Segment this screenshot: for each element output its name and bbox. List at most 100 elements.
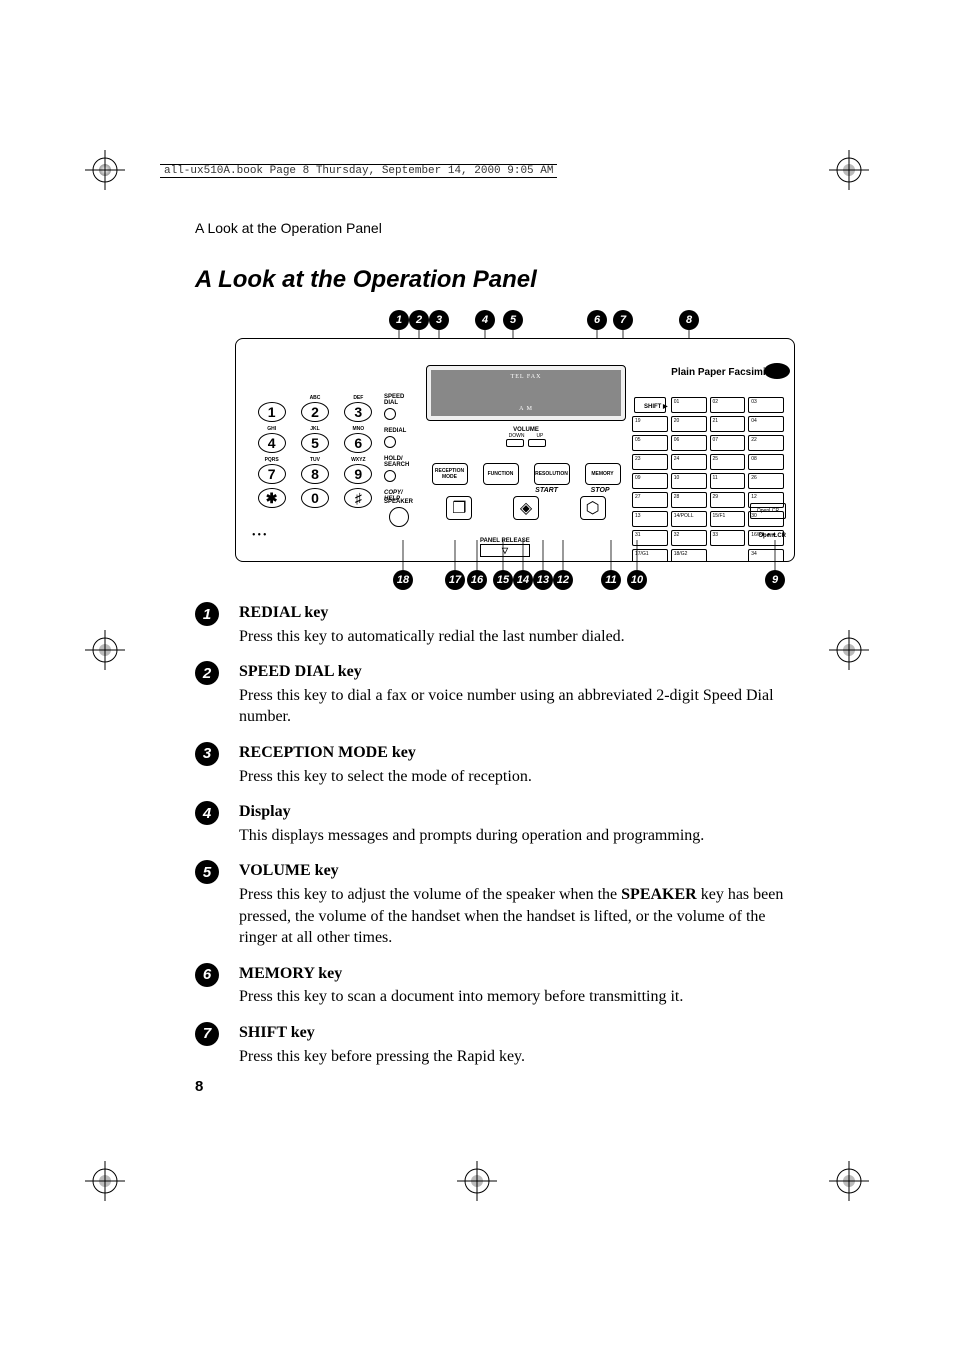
reception-mode-button[interactable]: RECEPTION MODE bbox=[432, 463, 468, 485]
keypad-letters-label: DEF bbox=[344, 395, 372, 401]
rapid-key-05[interactable]: 05 bbox=[632, 435, 668, 451]
description-text: SPEED DIAL keyPress this key to dial a f… bbox=[239, 661, 795, 728]
description-body: Press this key to dial a fax or voice nu… bbox=[239, 687, 774, 726]
description-item-1: 1REDIAL keyPress this key to automatical… bbox=[195, 602, 795, 647]
copy-button[interactable]: ❐ bbox=[446, 496, 472, 520]
stop-button[interactable]: ⬡ bbox=[580, 496, 606, 520]
callout-5: 5 bbox=[503, 310, 523, 330]
rapid-key-33[interactable]: 33 bbox=[710, 530, 746, 546]
speaker-button[interactable] bbox=[389, 507, 409, 527]
rapid-key-22[interactable]: 22 bbox=[748, 435, 784, 451]
keypad-key-6[interactable]: 6 bbox=[344, 433, 372, 453]
keypad-letters-label: JKL bbox=[301, 426, 329, 432]
rapid-key-15/F1[interactable]: 15/F1 bbox=[710, 511, 746, 527]
registration-mark bbox=[85, 150, 125, 190]
page-content: A Look at the Operation Panel A Look at … bbox=[195, 220, 795, 1081]
rapid-key-13[interactable]: 13 bbox=[632, 511, 668, 527]
registration-mark bbox=[85, 630, 125, 670]
rapid-key-24[interactable]: 24 bbox=[671, 454, 707, 470]
rapid-key-25[interactable]: 25 bbox=[710, 454, 746, 470]
keypad-key-9[interactable]: 9 bbox=[344, 464, 372, 484]
keypad-key-1[interactable]: 1 bbox=[258, 402, 286, 422]
function-button[interactable]: FUNCTION bbox=[483, 463, 519, 485]
openlcr-button[interactable]: OpenLCR bbox=[750, 503, 786, 519]
start-button[interactable]: ◈ bbox=[513, 496, 539, 520]
callout-17: 17 bbox=[445, 570, 465, 590]
start-label: START bbox=[535, 487, 558, 494]
keypad-key-5[interactable]: 5 bbox=[301, 433, 329, 453]
rapid-key-09[interactable]: 09 bbox=[632, 473, 668, 489]
rapid-key-10[interactable]: 10 bbox=[671, 473, 707, 489]
volume-up-button[interactable] bbox=[528, 439, 546, 447]
keypad-key-7[interactable]: 7 bbox=[258, 464, 286, 484]
keypad-letters-label: MNO bbox=[344, 426, 372, 432]
description-body: Press this key before pressing the Rapid… bbox=[239, 1048, 525, 1065]
rapid-key-02[interactable]: 02 bbox=[710, 397, 746, 413]
book-info-line: all-ux510A.book Page 8 Thursday, Septemb… bbox=[160, 164, 557, 178]
rapid-key-26[interactable]: 26 bbox=[748, 473, 784, 489]
rapid-key-17/G1[interactable]: 17/G1 bbox=[632, 549, 668, 562]
description-text: DisplayThis displays messages and prompt… bbox=[239, 801, 795, 846]
rapid-key-07[interactable]: 07 bbox=[710, 435, 746, 451]
rapid-key-14/POLL[interactable]: 14/POLL bbox=[671, 511, 707, 527]
keypad-key-✱[interactable]: ✱ bbox=[258, 488, 286, 508]
keypad-key-3[interactable]: 3 bbox=[344, 402, 372, 422]
rapid-key-28[interactable]: 28 bbox=[671, 492, 707, 508]
rapid-key-08[interactable]: 08 bbox=[748, 454, 784, 470]
panel-release-button[interactable]: ▽ bbox=[480, 544, 530, 557]
speed-dial-button[interactable] bbox=[384, 408, 396, 420]
rapid-key-04[interactable]: 04 bbox=[748, 416, 784, 432]
keypad-key-4[interactable]: 4 bbox=[258, 433, 286, 453]
callout-2: 2 bbox=[409, 310, 429, 330]
callout-9: 9 bbox=[765, 570, 785, 590]
description-number: 7 bbox=[195, 1022, 219, 1046]
rapid-key-03[interactable]: 03 bbox=[748, 397, 784, 413]
operation-panel-diagram: 12345678 TEL FAX A M Plain Paper Facsimi… bbox=[235, 310, 795, 590]
decorative-dots: ••• bbox=[252, 530, 269, 541]
panel-brand-text: Plain Paper Facsimile bbox=[671, 367, 774, 378]
description-item-4: 4 DisplayThis displays messages and prom… bbox=[195, 801, 795, 846]
rapid-key-32[interactable]: 32 bbox=[671, 530, 707, 546]
resolution-button[interactable]: RESOLUTION bbox=[534, 463, 570, 485]
hold-search-button[interactable] bbox=[384, 470, 396, 482]
keypad-letters-label: PQRS bbox=[258, 457, 286, 463]
rapid-key-27[interactable]: 27 bbox=[632, 492, 668, 508]
rapid-key-11[interactable]: 11 bbox=[710, 473, 746, 489]
rapid-key-23[interactable]: 23 bbox=[632, 454, 668, 470]
callout-13: 13 bbox=[533, 570, 553, 590]
callout-16: 16 bbox=[467, 570, 487, 590]
description-text: MEMORY keyPress this key to scan a docum… bbox=[239, 963, 795, 1008]
rapid-key-20[interactable]: 20 bbox=[671, 416, 707, 432]
description-list: 1REDIAL keyPress this key to automatical… bbox=[195, 602, 795, 1067]
keypad-key-8[interactable]: 8 bbox=[301, 464, 329, 484]
description-item-6: 6MEMORY keyPress this key to scan a docu… bbox=[195, 963, 795, 1008]
description-title: MEMORY key bbox=[239, 963, 795, 985]
keypad-key-2[interactable]: 2 bbox=[301, 402, 329, 422]
callout-12: 12 bbox=[553, 570, 573, 590]
redial-button[interactable] bbox=[384, 436, 396, 448]
rapid-key-06[interactable]: 06 bbox=[671, 435, 707, 451]
rapid-key-01[interactable]: 01 bbox=[671, 397, 707, 413]
speaker-label: SPEAKER bbox=[384, 499, 413, 505]
description-text: VOLUME keyPress this key to adjust the v… bbox=[239, 860, 795, 948]
keypad-key-0[interactable]: 0 bbox=[301, 488, 329, 508]
decorative-dots: ••• bbox=[761, 530, 778, 541]
description-title: SHIFT key bbox=[239, 1022, 795, 1044]
memory-button[interactable]: MEMORY bbox=[585, 463, 621, 485]
lcd-top-text: TEL FAX bbox=[511, 374, 542, 380]
rapid-key-29[interactable]: 29 bbox=[710, 492, 746, 508]
rapid-key-18/G2[interactable]: 18/G2 bbox=[671, 549, 707, 562]
panel-body: TEL FAX A M Plain Paper Facsimile ABCDEF… bbox=[235, 338, 795, 562]
volume-down-button[interactable] bbox=[506, 439, 524, 447]
registration-mark bbox=[829, 1161, 869, 1201]
brand-logo bbox=[764, 363, 790, 379]
rapid-key-21[interactable]: 21 bbox=[710, 416, 746, 432]
rapid-key-31[interactable]: 31 bbox=[632, 530, 668, 546]
description-body: Press this key to adjust the volume of t… bbox=[239, 886, 783, 946]
keypad-key-♯[interactable]: ♯ bbox=[344, 488, 372, 508]
rapid-key-34[interactable]: 34 bbox=[748, 549, 784, 562]
running-header: A Look at the Operation Panel bbox=[195, 220, 795, 236]
description-item-7: 7 SHIFT key Press this key before pressing… bbox=[195, 1022, 795, 1067]
rapid-key-19[interactable]: 19 bbox=[632, 416, 668, 432]
middle-controls: VOLUME DOWN UP RECEPTION MODE FUNCTION R… bbox=[426, 427, 626, 520]
